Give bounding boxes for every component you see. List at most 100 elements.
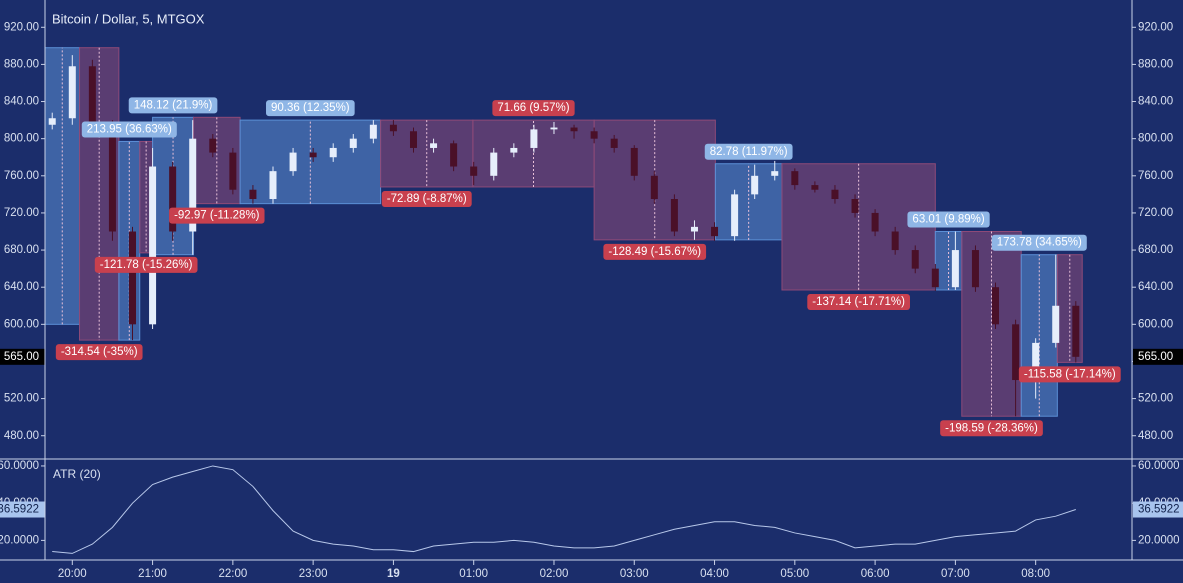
y-tick-label: 60.0000: [0, 460, 39, 472]
chart-title: Bitcoin / Dollar, 5, MTGOX: [52, 11, 205, 26]
candle-body: [731, 194, 739, 237]
candle-body: [911, 250, 919, 269]
candle-body: [891, 231, 899, 251]
range-label-bg: [807, 293, 910, 310]
y-tick-label: 640.00: [4, 281, 39, 293]
x-tick-label: 08:00: [1021, 568, 1050, 580]
y-tick-label: 600.00: [1138, 318, 1173, 330]
candle-body: [450, 143, 458, 167]
last-value-label: 565.00: [1138, 351, 1173, 363]
range-label-bg: [492, 100, 575, 117]
x-tick-label: 04:00: [700, 568, 729, 580]
candle-body: [229, 152, 237, 190]
candle-body: [510, 147, 518, 153]
candle-body: [931, 268, 939, 288]
y-tick-label: 60.0000: [1138, 460, 1180, 472]
x-tick-label: 06:00: [861, 568, 890, 580]
range-label-bg: [266, 100, 355, 117]
candle-body: [751, 175, 759, 195]
y-tick-label: 520.00: [1138, 393, 1173, 405]
candle-body: [550, 127, 558, 130]
candle-body: [189, 138, 197, 232]
candle-body: [68, 66, 76, 119]
candle-body: [329, 147, 337, 158]
x-tick-label: 20:00: [58, 568, 87, 580]
candle-body: [670, 199, 678, 232]
range-label-bg: [169, 207, 265, 224]
y-tick-label: 680.00: [4, 244, 39, 256]
candle-body: [530, 129, 538, 148]
candle-body: [951, 250, 959, 288]
y-tick-label: 20.0000: [1138, 534, 1180, 546]
range-label: 71.66 (9.57%): [497, 102, 569, 114]
candle-body: [269, 171, 277, 200]
y-tick-label: 480.00: [4, 430, 39, 442]
candle-body: [490, 152, 498, 176]
y-tick-label: 800.00: [4, 133, 39, 145]
candle-body: [129, 231, 137, 325]
range-label: 148.12 (21.9%): [134, 99, 213, 111]
candle-body: [851, 199, 859, 213]
y-tick-label: 600.00: [4, 318, 39, 330]
candle-body: [48, 118, 56, 125]
last-value-tag: [0, 348, 45, 365]
candle-body: [992, 287, 1000, 325]
candle-body: [149, 166, 157, 325]
range-label: -314.54 (-35%): [61, 346, 138, 358]
candle-body: [249, 189, 257, 200]
y-tick-label: 680.00: [1138, 244, 1173, 256]
y-tick-label: 800.00: [1138, 133, 1173, 145]
price-panel: 480.00480.00520.00520.00560.00560.00600.…: [0, 21, 1183, 442]
range-label: -121.78 (-15.26%): [100, 259, 193, 271]
y-tick-label: 480.00: [1138, 430, 1173, 442]
range-label: 90.36 (12.35%): [271, 102, 350, 114]
range-label-bg: [94, 256, 198, 273]
y-tick-label: 760.00: [4, 170, 39, 182]
y-tick-label: 720.00: [1138, 207, 1173, 219]
range-label: -128.49 (-15.67%): [608, 246, 701, 258]
candle-body: [108, 124, 116, 232]
last-value-label: 36.5922: [1138, 504, 1180, 516]
y-tick-label: 920.00: [4, 21, 39, 33]
last-value-tag: [1133, 501, 1183, 518]
candle-body: [690, 226, 698, 232]
candle-body: [430, 143, 438, 148]
candle-body: [409, 131, 417, 148]
x-tick-label: 22:00: [218, 568, 247, 580]
candle-body: [369, 124, 377, 139]
candle-body: [650, 175, 658, 200]
candle-body: [169, 166, 177, 232]
x-tick-label: 23:00: [299, 568, 328, 580]
x-tick-label: 05:00: [780, 568, 809, 580]
range-label-bg: [128, 97, 218, 114]
range-label: 173.78 (34.65%): [997, 237, 1082, 249]
candle-body: [349, 138, 357, 148]
candle-body: [88, 66, 96, 125]
range-label: -72.89 (-8.87%): [387, 193, 467, 205]
candle-body: [771, 171, 779, 176]
candle-body: [711, 226, 719, 237]
range-label: 63.01 (9.89%): [912, 214, 984, 226]
last-value-label: 36.5922: [0, 504, 39, 516]
candle-body: [831, 189, 839, 200]
candle-body: [971, 250, 979, 288]
y-tick-label: 880.00: [1138, 58, 1173, 70]
y-tick-label: 880.00: [4, 58, 39, 70]
range-label: 82.78 (11.97%): [710, 146, 788, 158]
candle-body: [570, 127, 578, 132]
candle-body: [791, 171, 799, 186]
range-label-bg: [940, 420, 1043, 437]
range-label-bg: [381, 190, 472, 207]
range-label: -137.14 (-17.71%): [812, 296, 905, 308]
range-label: -92.97 (-11.28%): [174, 210, 260, 222]
last-value-label: 565.00: [4, 351, 39, 363]
candle-body: [1052, 305, 1060, 343]
candle-body: [610, 138, 618, 148]
x-tick-label: 21:00: [138, 568, 167, 580]
range-label: -198.59 (-28.36%): [945, 422, 1038, 434]
range-label-bg: [907, 211, 990, 228]
y-tick-label: 920.00: [1138, 21, 1173, 33]
indicator-title: ATR (20): [53, 467, 101, 481]
x-tick-label: 07:00: [941, 568, 970, 580]
